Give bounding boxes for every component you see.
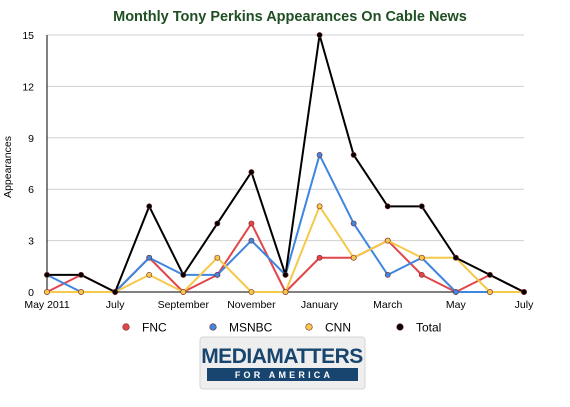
x-tick-label-12: May <box>446 299 467 311</box>
y-axis-label: Appearances <box>2 136 14 198</box>
chart-title: Monthly Tony Perkins Appearances On Cabl… <box>113 9 467 25</box>
x-tick-label-14: July <box>515 299 534 311</box>
point-total-9 <box>350 152 357 158</box>
axes: 0 3 6 9 12 15 May 2011 July September November Jan… <box>22 30 534 311</box>
point-total-2 <box>112 289 119 295</box>
point-cnn-6 <box>248 289 255 295</box>
series-total <box>44 32 527 295</box>
logo-band <box>207 368 358 381</box>
media-matters-logo: MEDIAMATTERS FOR AMERICA <box>199 336 366 390</box>
point-msnbc-9 <box>350 220 357 227</box>
legend-marker-msnbc <box>209 323 217 331</box>
point-total-6 <box>248 169 255 175</box>
point-fnc-6 <box>248 220 255 227</box>
point-total-4 <box>180 271 187 278</box>
point-cnn-3 <box>146 271 153 278</box>
legend-marker-total <box>396 323 404 331</box>
y-tick-label-5: 15 <box>22 30 34 42</box>
point-cnn-10 <box>384 237 391 244</box>
point-fnc-8 <box>316 254 323 261</box>
y-tick-label-2: 6 <box>28 184 34 196</box>
legend-marker-cnn <box>305 323 313 331</box>
series-line-cnn <box>47 205 524 293</box>
x-tick-label-10: March <box>373 299 402 311</box>
legend-label-cnn: CNN <box>325 321 351 335</box>
series-cnn <box>44 203 527 295</box>
point-total-12 <box>452 254 459 261</box>
legend: FNC MSNBC CNN Total <box>122 321 441 335</box>
x-tick-label-8: January <box>301 299 339 311</box>
point-cnn-11 <box>418 254 425 261</box>
logo-wordmark: MEDIAMATTERS <box>201 345 363 368</box>
y-tick-label-3: 9 <box>28 133 34 145</box>
point-cnn-13 <box>487 289 493 295</box>
point-total-14 <box>521 289 527 295</box>
legend-label-fnc: FNC <box>142 321 167 335</box>
x-tick-label-0: May 2011 <box>24 299 69 311</box>
legend-marker-fnc <box>122 323 130 331</box>
point-msnbc-3 <box>146 254 153 261</box>
point-cnn-4 <box>180 289 187 295</box>
point-cnn-8 <box>316 203 323 210</box>
point-msnbc-6 <box>248 237 255 244</box>
legend-label-msnbc: MSNBC <box>229 321 273 335</box>
legend-label-total: Total <box>416 321 441 335</box>
point-total-10 <box>384 203 391 210</box>
x-tick-label-2: July <box>106 299 125 311</box>
point-total-0 <box>44 271 50 278</box>
point-total-13 <box>487 271 493 278</box>
point-total-7 <box>282 271 289 278</box>
y-tick-label-1: 3 <box>28 236 34 248</box>
point-msnbc-12 <box>452 289 459 295</box>
point-msnbc-8 <box>316 152 323 158</box>
logo-tagline: FOR AMERICA <box>235 370 333 380</box>
point-total-1 <box>78 271 84 278</box>
y-tick-label-0: 0 <box>28 287 34 299</box>
point-cnn-5 <box>214 254 221 261</box>
point-total-11 <box>418 203 425 210</box>
series-line-total <box>47 34 525 293</box>
x-tick-label-4: September <box>158 299 210 311</box>
point-cnn-1 <box>78 289 84 295</box>
point-cnn-0 <box>44 289 50 295</box>
x-tick-label-6: November <box>227 299 276 311</box>
point-total-5 <box>214 220 221 227</box>
point-cnn-7 <box>282 289 289 295</box>
point-total-8 <box>316 32 323 38</box>
point-cnn-9 <box>350 254 357 261</box>
point-msnbc-5 <box>214 271 221 278</box>
point-total-3 <box>146 203 153 210</box>
series-layer <box>44 32 527 295</box>
y-tick-label-4: 12 <box>22 81 34 93</box>
point-fnc-11 <box>418 271 425 278</box>
point-msnbc-10 <box>384 271 391 278</box>
